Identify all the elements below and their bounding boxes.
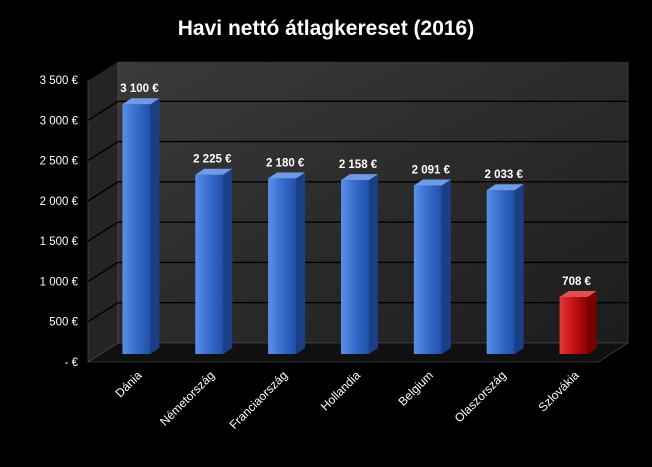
gridline xyxy=(87,60,628,81)
gridline xyxy=(87,302,628,323)
bar-front xyxy=(341,180,369,354)
bar-top xyxy=(341,174,378,181)
bar-side xyxy=(369,174,378,354)
bar xyxy=(559,290,597,354)
bar-front xyxy=(486,190,515,354)
y-axis-tick-labels: - € 500 € 1 000 € 1 500 € 2 000 € 2 500 € 3 00… xyxy=(40,75,79,369)
bar-top xyxy=(486,184,524,191)
bar-top xyxy=(268,172,306,179)
data-label: 2 158 € xyxy=(339,159,378,171)
bar-side xyxy=(150,98,160,354)
data-label: 3 100 € xyxy=(120,83,159,95)
x-tick-label: Dánia xyxy=(112,368,144,400)
side-wall xyxy=(87,60,119,363)
bar-front xyxy=(122,104,151,354)
bar-top xyxy=(413,179,451,186)
bar-side xyxy=(514,184,524,354)
bar-front xyxy=(268,178,297,354)
bar-side xyxy=(587,290,597,354)
x-tick-label: Hollandia xyxy=(318,368,364,414)
y-tick-label: 3 000 € xyxy=(40,115,79,127)
data-label: 2 180 € xyxy=(266,157,305,169)
gridline xyxy=(87,140,628,162)
bar-top xyxy=(122,98,160,105)
y-tick-label: 2 500 € xyxy=(40,156,79,168)
gridline xyxy=(87,261,628,283)
data-labels: 3 100 € 2 225 € 2 180 € 2 158 € 2 091 € 2 033… xyxy=(120,83,591,288)
y-tick-label: 1 000 € xyxy=(40,276,79,288)
bar-front xyxy=(413,185,442,354)
x-tick-label: Olaszország xyxy=(452,368,509,425)
y-tick-label: 1 500 € xyxy=(40,236,79,248)
bar xyxy=(413,179,451,354)
data-label: 708 € xyxy=(562,276,591,288)
bar xyxy=(122,98,160,354)
data-label: 2 225 € xyxy=(193,154,232,166)
x-tick-label: Szlovákia xyxy=(535,368,581,414)
bar-side xyxy=(223,168,233,354)
bar xyxy=(195,168,233,354)
x-axis-category-labels: Dánia Németország Franciaország Hollandia Be… xyxy=(112,368,581,432)
bar xyxy=(341,174,378,354)
bar-top xyxy=(195,168,233,175)
bar xyxy=(268,172,306,354)
y-tick-label: 3 500 € xyxy=(40,75,79,87)
gridline xyxy=(87,221,628,242)
y-tick-label: 2 000 € xyxy=(40,196,79,208)
bar-top xyxy=(559,290,597,297)
bar xyxy=(486,184,524,354)
data-label: 2 033 € xyxy=(485,169,524,181)
bars xyxy=(122,98,597,354)
y-tick-label: 500 € xyxy=(49,317,78,329)
data-label: 2 091 € xyxy=(412,165,451,177)
gridline xyxy=(87,100,628,121)
gridlines xyxy=(87,60,628,323)
x-tick-label: Németország xyxy=(157,368,217,428)
bar-side xyxy=(296,172,306,354)
x-tick-label: Franciaország xyxy=(227,368,291,432)
x-tick-label: Belgium xyxy=(395,368,436,409)
chart-title: Havi nettó átlagkereset (2016) xyxy=(178,17,474,40)
bar-side xyxy=(441,179,451,354)
bar-front xyxy=(195,174,224,354)
y-tick-label: - € xyxy=(65,357,79,369)
gridline xyxy=(87,181,628,202)
bar-front xyxy=(559,296,588,354)
